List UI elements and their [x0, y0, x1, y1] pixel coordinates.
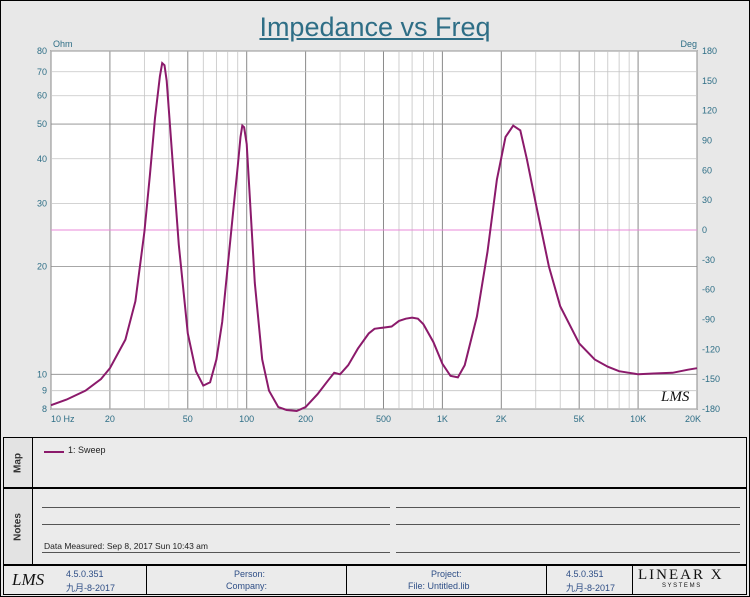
- y-tick-label: 80: [37, 46, 47, 56]
- y-tick-label: 40: [37, 154, 47, 164]
- footer-version-left: 4.5.0.351: [66, 569, 104, 579]
- footer-date-right: 九月-8-2017: [566, 583, 616, 593]
- lms-logo: LMS: [12, 570, 45, 589]
- impedance-chart: 10 Hz 20 50 100 200 500 1K 2K 5K 10K 20K 807060504…: [37, 39, 720, 424]
- legend-line-sweep: [44, 451, 64, 453]
- x-tick-label: 50: [183, 414, 193, 424]
- y2-tick-label: -30: [702, 255, 715, 265]
- x-tick-label: 100: [239, 414, 254, 424]
- footer-project-cell: Project: File: Untitled.lib: [346, 566, 547, 594]
- note-line: [42, 524, 390, 525]
- grid: [50, 50, 698, 410]
- y-tick-label: 8: [42, 404, 47, 414]
- y2-tick-labels: 180 150 120 90 60 30 0 -30 -60 -90 -120 -150 -180: [702, 46, 720, 414]
- footer-version-cell: 4.5.0.351 九月-8-2017: [546, 566, 633, 594]
- y-tick-label: 70: [37, 67, 47, 77]
- y2-tick-label: 120: [702, 106, 717, 116]
- linearx-subtitle: S Y S T E M S: [662, 583, 701, 589]
- footer-company: Company:: [226, 581, 268, 591]
- x-tick-label: 200: [298, 414, 313, 424]
- y-tick-label: 50: [37, 119, 47, 129]
- x-tick-label: 5K: [574, 414, 585, 424]
- x-tick-label: 10 Hz: [51, 414, 75, 424]
- x-tick-label: 20K: [685, 414, 701, 424]
- y2-tick-label: 150: [702, 76, 717, 86]
- note-line: [396, 524, 740, 525]
- footer-date-left: 九月-8-2017: [66, 583, 116, 593]
- x-tick-label: 20: [105, 414, 115, 424]
- x-tick-label: 1K: [437, 414, 448, 424]
- y2-tick-label: 30: [702, 195, 712, 205]
- footer-bar: LMS 4.5.0.351 九月-8-2017 Person: Company:…: [3, 565, 747, 595]
- x-tick-label: 500: [376, 414, 391, 424]
- data-measured-text: Data Measured: Sep 8, 2017 Sun 10:43 am: [44, 541, 208, 551]
- right-axis-unit: Deg: [680, 39, 697, 49]
- note-line: [42, 507, 390, 508]
- y2-tick-label: 180: [702, 46, 717, 56]
- y-tick-label: 20: [37, 262, 47, 272]
- watermark-logo: LMS: [660, 389, 690, 405]
- footer-left-cell: LMS 4.5.0.351 九月-8-2017: [4, 566, 147, 594]
- y-tick-label: 10: [37, 369, 47, 379]
- chart-title: Impedance vs Freq: [259, 12, 491, 42]
- footer-project: Project:: [431, 569, 462, 579]
- y2-tick-label: -150: [702, 374, 720, 384]
- y-tick-label: 30: [37, 198, 47, 208]
- notes-panel-label: Notes: [4, 489, 33, 564]
- note-line: [42, 552, 390, 553]
- map-panel: Map 1: Sweep: [3, 437, 747, 488]
- footer-version-right: 4.5.0.351: [566, 569, 604, 579]
- note-line: [396, 507, 740, 508]
- left-axis-unit: Ohm: [53, 39, 73, 49]
- y2-tick-label: -180: [702, 404, 720, 414]
- y2-tick-label: 60: [702, 165, 712, 175]
- notes-panel: Notes Data Measured: Sep 8, 2017 Sun 10:…: [3, 488, 747, 565]
- y-tick-label: 9: [42, 386, 47, 396]
- y2-tick-label: 0: [702, 225, 707, 235]
- y2-tick-label: -90: [702, 315, 715, 325]
- y2-tick-label: -60: [702, 285, 715, 295]
- linearx-logo: LINEAR X: [638, 567, 724, 583]
- x-tick-label: 2K: [496, 414, 507, 424]
- map-panel-label: Map: [4, 438, 33, 487]
- series-sweep-line: [50, 61, 698, 413]
- footer-person: Person:: [234, 569, 266, 579]
- note-line: [396, 552, 740, 553]
- y-tick-labels: 80 70 60 50 40 30 20 10 9 8: [37, 46, 47, 414]
- legend-label-sweep: 1: Sweep: [68, 445, 106, 455]
- footer-brand-cell: LINEAR X S Y S T E M S: [632, 566, 746, 594]
- footer-person-cell: Person: Company:: [146, 566, 347, 594]
- footer-file: File: Untitled.lib: [408, 581, 470, 591]
- x-tick-label: 10K: [630, 414, 646, 424]
- y2-tick-label: -120: [702, 344, 720, 354]
- x-tick-labels: 10 Hz 20 50 100 200 500 1K 2K 5K 10K 20K: [51, 414, 701, 424]
- y-tick-label: 60: [37, 91, 47, 101]
- y2-tick-label: 90: [702, 136, 712, 146]
